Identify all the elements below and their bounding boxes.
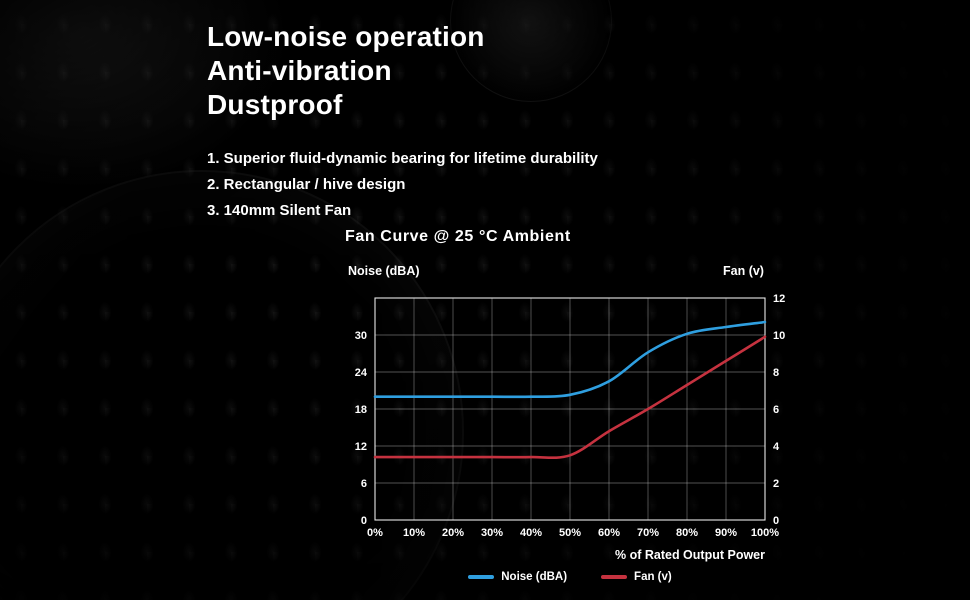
series-line-fan-v xyxy=(373,335,767,459)
right-axis-tick-label: 8 xyxy=(773,367,779,379)
left-axis-tick-label: 30 xyxy=(355,330,367,342)
right-axis-tick-label: 10 xyxy=(773,330,785,342)
feature-list: 1. Superior fluid-dynamic bearing for li… xyxy=(207,146,598,224)
right-axis-tick-label: 12 xyxy=(773,293,785,305)
headline: Low-noise operation Anti-vibration Dustp… xyxy=(207,20,485,122)
feature-item: 2. Rectangular / hive design xyxy=(207,176,406,193)
series-line-noise-dba xyxy=(373,320,767,399)
fan-line-swatch xyxy=(601,575,628,579)
chart-title: Fan Curve @ 25 °C Ambient xyxy=(345,228,571,245)
chart-legend: Noise (dBA) Fan (v) xyxy=(375,571,765,583)
feature-item: 1. Superior fluid-dynamic bearing for li… xyxy=(207,150,598,167)
left-axis-tick-label: 12 xyxy=(355,441,367,453)
noise-line-swatch xyxy=(468,575,495,579)
x-axis-tick-label: 10% xyxy=(403,527,425,539)
right-axis-tick-label: 0 xyxy=(773,515,779,527)
x-axis-tick-label: 30% xyxy=(481,527,503,539)
x-axis-tick-label: 0% xyxy=(367,527,383,539)
legend-label-fan: Fan (v) xyxy=(634,571,672,583)
left-axis-tick-label: 6 xyxy=(361,478,367,490)
right-axis-tick-label: 6 xyxy=(773,404,779,416)
left-axis-tick-label: 24 xyxy=(355,367,368,379)
x-axis-title: % of Rated Output Power xyxy=(615,548,765,562)
left-axis-tick-label: 0 xyxy=(361,515,367,527)
right-axis-tick-label: 2 xyxy=(773,478,779,490)
plot-border xyxy=(374,297,766,521)
left-axis-tick-label: 18 xyxy=(355,404,367,416)
x-axis-tick-label: 20% xyxy=(442,527,464,539)
x-axis-tick-label: 90% xyxy=(715,527,737,539)
x-axis-tick-label: 80% xyxy=(676,527,698,539)
x-axis-tick-label: 70% xyxy=(637,527,659,539)
right-axis-label: Fan (v) xyxy=(723,264,764,278)
x-axis-tick-label: 100% xyxy=(751,527,779,539)
left-axis-label: Noise (dBA) xyxy=(348,264,420,278)
headline-line-2: Anti-vibration xyxy=(207,55,392,86)
headline-line-3: Dustproof xyxy=(207,89,343,120)
right-axis-tick-label: 4 xyxy=(773,441,780,453)
headline-line-1: Low-noise operation xyxy=(207,21,485,52)
x-axis-tick-label: 60% xyxy=(598,527,620,539)
legend-label-noise: Noise (dBA) xyxy=(501,571,568,583)
legend-item-noise: Noise (dBA) xyxy=(468,571,567,583)
x-axis-tick-label: 50% xyxy=(559,527,581,539)
feature-item: 3. 140mm Silent Fan xyxy=(207,202,352,219)
x-axis-tick-label: 40% xyxy=(520,527,542,539)
legend-item-fan: Fan (v) xyxy=(601,571,672,583)
